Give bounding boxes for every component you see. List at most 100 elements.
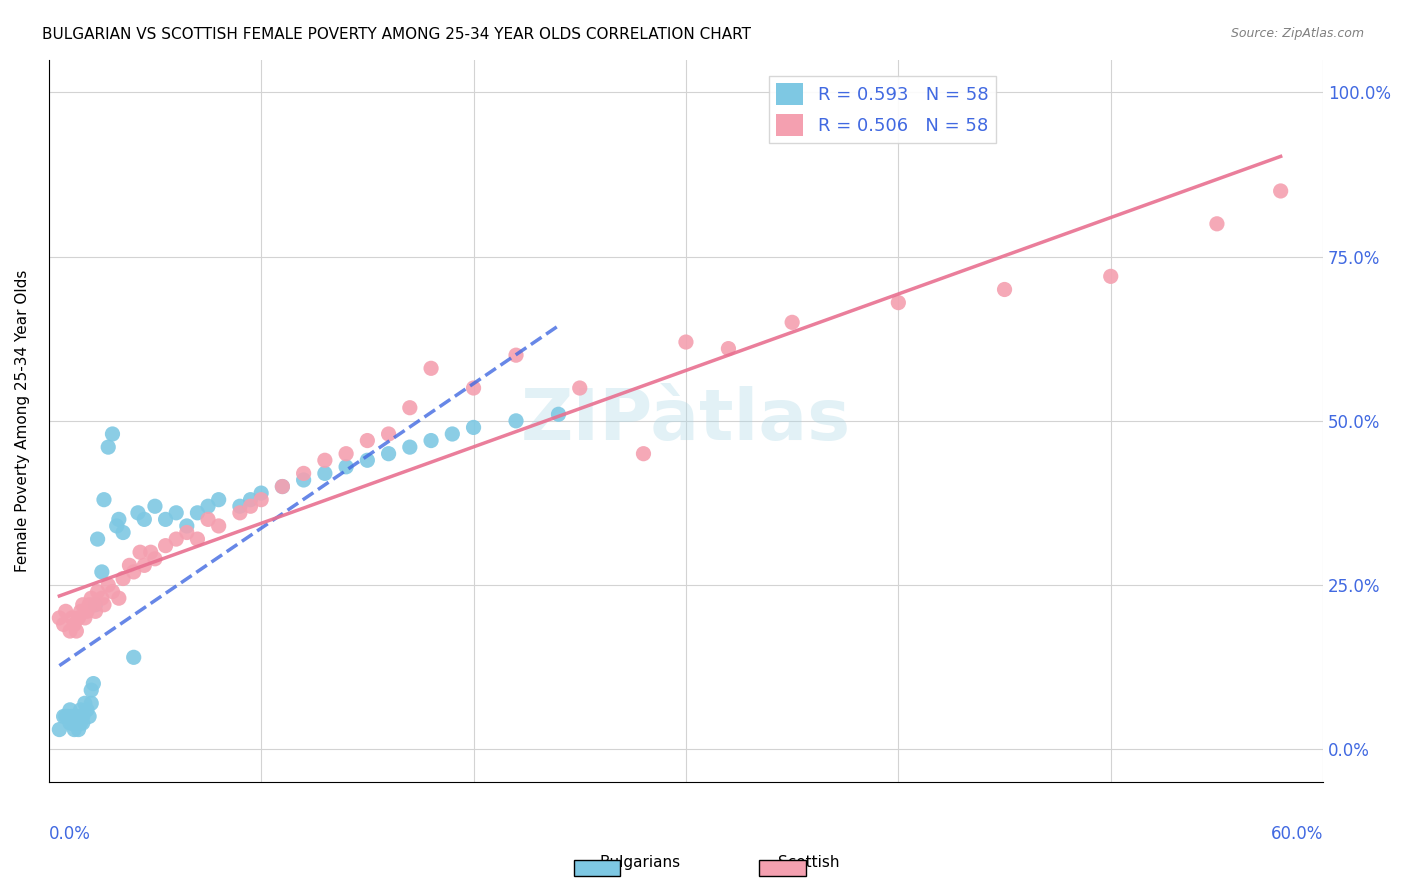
Point [52, 617, 75, 632]
Point [139, 545, 162, 559]
Point [197, 512, 219, 526]
Point [60, 716, 83, 731]
Point [65, 709, 87, 723]
Point [60, 611, 83, 625]
Point [82, 676, 104, 690]
Legend: R = 0.593   N = 58, R = 0.506   N = 58: R = 0.593 N = 58, R = 0.506 N = 58 [769, 76, 995, 144]
Point [108, 512, 131, 526]
Point [112, 572, 135, 586]
Point [77, 709, 100, 723]
Point [84, 604, 107, 618]
Point [129, 545, 152, 559]
Point [67, 723, 90, 737]
Point [505, 414, 527, 428]
Point [48, 723, 70, 737]
Point [93, 598, 115, 612]
Point [80, 683, 103, 698]
Point [675, 334, 697, 349]
Point [93, 492, 115, 507]
Point [73, 696, 96, 710]
Point [717, 342, 740, 356]
Point [505, 348, 527, 362]
Point [568, 381, 591, 395]
Point [780, 315, 803, 329]
Point [76, 604, 98, 618]
Point [165, 506, 187, 520]
Point [186, 532, 208, 546]
Point [155, 539, 177, 553]
Point [108, 591, 131, 606]
Point [101, 584, 124, 599]
Point [398, 401, 420, 415]
Point [67, 611, 90, 625]
Point [229, 506, 252, 520]
Point [143, 500, 166, 514]
Text: Scottish: Scottish [778, 855, 839, 870]
Point [239, 500, 262, 514]
Point [69, 604, 91, 618]
Text: Bulgarians: Bulgarians [599, 855, 681, 870]
Point [90, 591, 112, 606]
Point [65, 716, 87, 731]
Point [377, 447, 399, 461]
Point [271, 479, 294, 493]
Point [72, 716, 94, 731]
Point [250, 492, 273, 507]
Point [1099, 269, 1122, 284]
Point [250, 486, 273, 500]
Point [155, 512, 177, 526]
Point [112, 525, 135, 540]
Point [122, 565, 145, 579]
Point [67, 716, 90, 731]
Point [356, 453, 378, 467]
Point [56, 709, 79, 723]
Point [356, 434, 378, 448]
Text: Source: ZipAtlas.com: Source: ZipAtlas.com [1230, 27, 1364, 40]
Point [463, 420, 485, 434]
Text: BULGARIAN VS SCOTTISH FEMALE POVERTY AMONG 25-34 YEAR OLDS CORRELATION CHART: BULGARIAN VS SCOTTISH FEMALE POVERTY AMO… [42, 27, 751, 42]
Point [420, 361, 443, 376]
Point [420, 434, 443, 448]
Text: 0.0%: 0.0% [49, 825, 90, 844]
Point [208, 492, 231, 507]
Point [52, 709, 75, 723]
Point [59, 624, 82, 638]
Text: ZIPàtlas: ZIPàtlas [520, 386, 851, 455]
Point [197, 500, 219, 514]
Point [398, 440, 420, 454]
Point [86, 584, 108, 599]
Point [887, 295, 910, 310]
Point [59, 703, 82, 717]
Point [292, 473, 315, 487]
Y-axis label: Female Poverty Among 25-34 Year Olds: Female Poverty Among 25-34 Year Olds [15, 269, 30, 572]
Point [97, 578, 120, 592]
Point [55, 709, 77, 723]
Point [314, 467, 336, 481]
Point [80, 591, 103, 606]
Point [63, 716, 86, 731]
Point [118, 558, 141, 573]
Point [229, 500, 252, 514]
Point [55, 604, 77, 618]
Point [165, 532, 187, 546]
Point [377, 427, 399, 442]
Point [314, 453, 336, 467]
Point [63, 617, 86, 632]
Point [72, 709, 94, 723]
Point [633, 447, 655, 461]
Point [186, 506, 208, 520]
Point [335, 447, 357, 461]
Text: 60.0%: 60.0% [1271, 825, 1323, 844]
Point [547, 407, 569, 421]
Point [441, 427, 464, 442]
Point [134, 512, 156, 526]
Point [90, 565, 112, 579]
Point [69, 716, 91, 731]
Point [127, 506, 149, 520]
Point [59, 716, 82, 731]
Point [105, 519, 128, 533]
Point [76, 703, 98, 717]
Point [86, 532, 108, 546]
Point [176, 519, 198, 533]
Point [82, 598, 104, 612]
